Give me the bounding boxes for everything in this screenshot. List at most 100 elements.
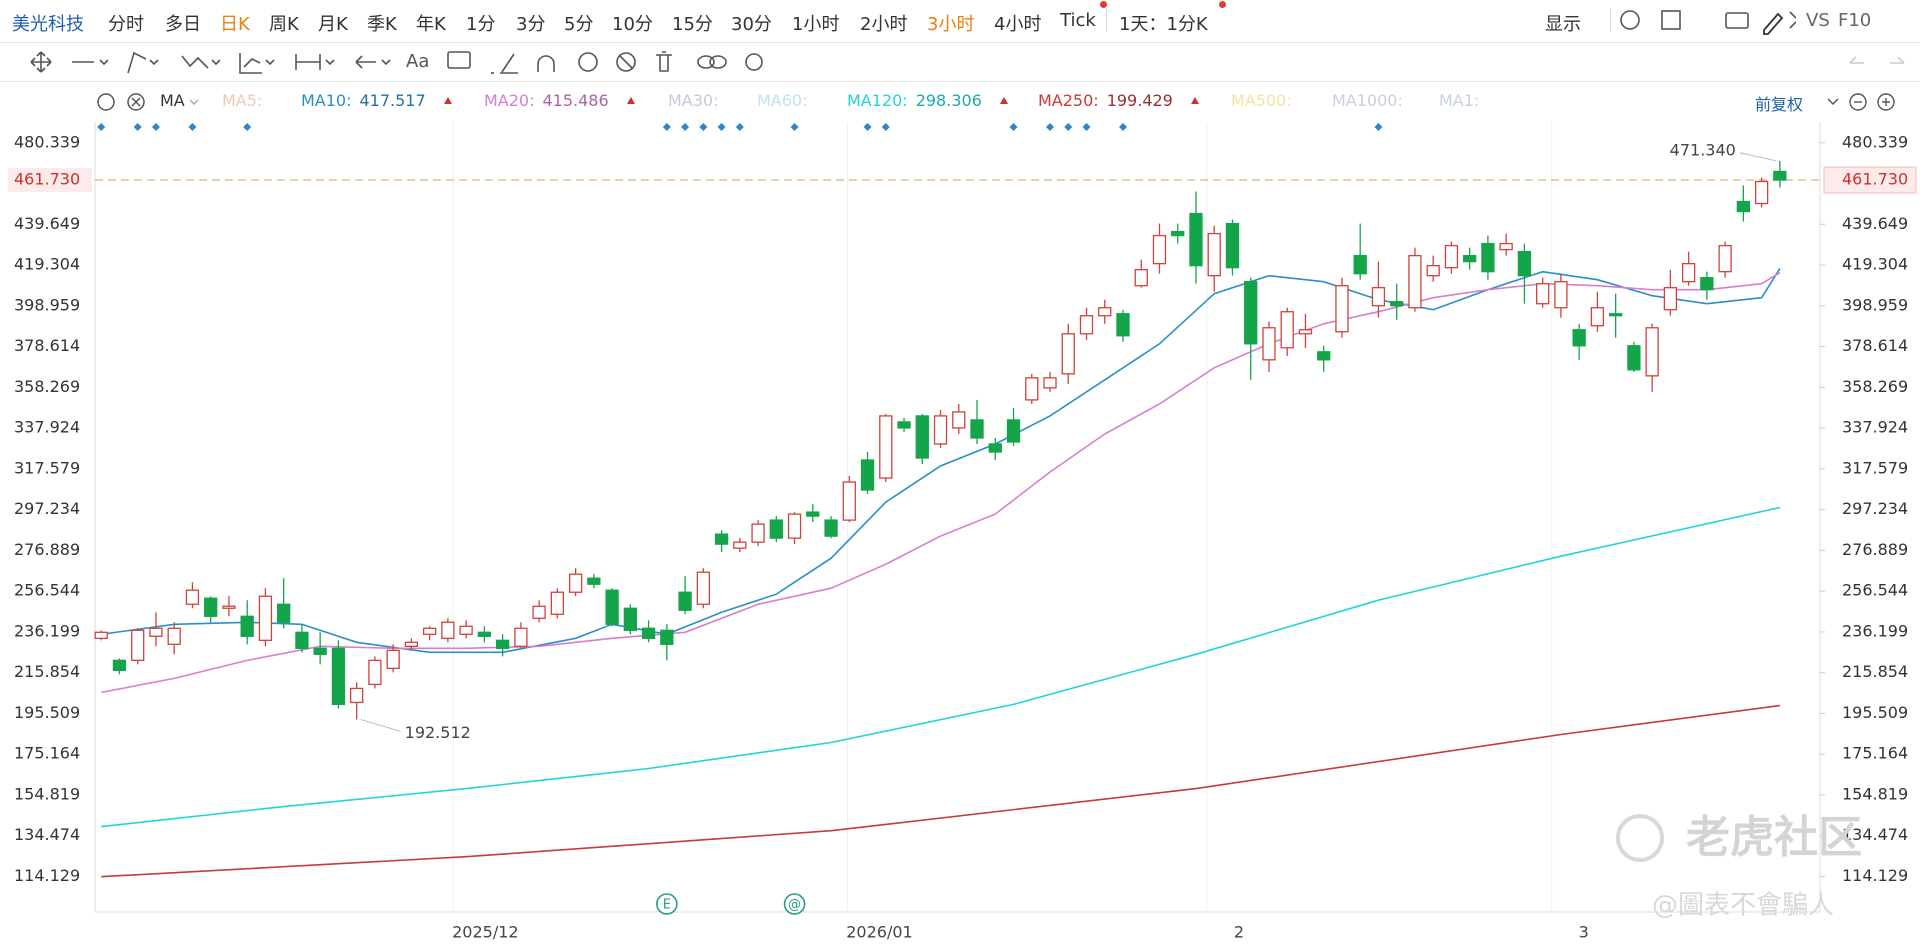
event-marker[interactable]	[133, 123, 142, 131]
trend-tool[interactable]	[127, 51, 159, 74]
layout-icon[interactable]	[1661, 10, 1681, 30]
indicator-settings[interactable]	[97, 93, 115, 111]
redo[interactable]	[1890, 56, 1905, 64]
legend-entry[interactable]: MA20: 415.486	[484, 91, 643, 110]
legend-name: MA5:	[222, 91, 263, 110]
event-marker[interactable]	[717, 123, 726, 131]
legend-entry[interactable]: MA1000:	[1332, 91, 1411, 110]
legend-entry[interactable]: MA10: 417.517	[301, 91, 460, 110]
fib-tool[interactable]	[239, 53, 275, 74]
legend-entry[interactable]: MA60:	[757, 91, 816, 110]
event-marker[interactable]	[881, 123, 890, 131]
event-marker[interactable]	[1374, 123, 1383, 131]
indicator-name[interactable]: MA	[160, 91, 185, 110]
period-tab[interactable]: 季K	[367, 14, 397, 35]
move-tool[interactable]	[30, 51, 52, 73]
event-icon[interactable]	[783, 893, 806, 915]
link-tool[interactable]	[697, 55, 727, 69]
candle-body	[1280, 311, 1294, 349]
period-tab[interactable]: 3小时	[927, 14, 975, 35]
candle-body	[1061, 333, 1075, 375]
indicator-close[interactable]	[127, 93, 145, 111]
candle-body	[532, 605, 546, 619]
event-marker[interactable]	[790, 123, 799, 131]
arrow-tool[interactable]	[355, 55, 391, 69]
event-marker[interactable]	[662, 123, 671, 131]
settings-icon[interactable]	[1620, 10, 1640, 30]
watermark-brand: 老虎社区	[1686, 812, 1862, 863]
measure-tool[interactable]	[295, 54, 335, 70]
period-tab[interactable]: Tick	[1060, 10, 1096, 31]
period-tab[interactable]: 分时	[108, 14, 144, 35]
zoom-in[interactable]	[1877, 93, 1895, 111]
legend-entry[interactable]: MA5:	[222, 91, 270, 110]
candle-body	[149, 627, 163, 637]
period-tab[interactable]: 1分	[466, 14, 496, 35]
note-tool[interactable]	[447, 51, 471, 69]
period-tab[interactable]: 3分	[516, 14, 546, 35]
event-marker[interactable]	[681, 123, 690, 131]
edit-icon[interactable]	[1763, 12, 1784, 35]
f10-button[interactable]: F10	[1838, 10, 1872, 31]
delete-tool[interactable]	[656, 51, 672, 72]
y-tick-label: 276.889	[1842, 540, 1908, 559]
event-marker[interactable]	[1082, 123, 1091, 131]
period-tab[interactable]: 1小时	[792, 14, 840, 35]
arc-tool[interactable]	[537, 55, 555, 72]
period-tab[interactable]: 5分	[564, 14, 594, 35]
period-tab[interactable]: 2小时	[860, 14, 908, 35]
period-tab[interactable]: 15分	[672, 14, 713, 35]
symbol[interactable]: 美光科技	[12, 14, 84, 35]
period-tab[interactable]: 日K	[220, 14, 250, 35]
period-tab[interactable]: 4小时	[994, 14, 1042, 35]
ma-line	[101, 268, 1781, 654]
event-marker[interactable]	[863, 123, 872, 131]
legend-entry[interactable]: MA500:	[1231, 91, 1300, 110]
text-tool[interactable]: Aa	[406, 51, 430, 72]
candle-body	[1554, 281, 1568, 309]
event-marker[interactable]	[1046, 123, 1055, 131]
display-menu[interactable]: 显示	[1545, 14, 1581, 35]
legend-entry[interactable]: MA1:	[1439, 91, 1487, 110]
candle-body	[94, 631, 108, 639]
undo[interactable]	[1849, 56, 1864, 64]
event-marker[interactable]	[735, 123, 744, 131]
legend-entry[interactable]: MA120: 298.306	[847, 91, 1016, 110]
event-marker[interactable]	[243, 123, 252, 131]
camera-icon[interactable]	[1725, 12, 1749, 29]
period-tab[interactable]: 多日	[165, 14, 201, 35]
event-icon[interactable]	[656, 893, 678, 915]
candle-body	[1189, 212, 1203, 267]
expand-icon[interactable]	[1789, 11, 1797, 29]
legend-entry[interactable]: MA30:	[668, 91, 727, 110]
line-tool[interactable]	[72, 59, 109, 66]
y-tick-label: 480.339	[1842, 132, 1908, 151]
pen-tool[interactable]	[500, 53, 518, 74]
vs-button[interactable]: VS	[1806, 10, 1830, 31]
event-marker[interactable]	[699, 123, 708, 131]
wave-tool[interactable]	[181, 55, 221, 69]
candle-body	[1207, 232, 1221, 277]
period-tab[interactable]: 周K	[269, 14, 299, 35]
period-tab[interactable]: 年K	[416, 14, 446, 35]
y-tick-label: 154.819	[14, 784, 80, 803]
candle-body	[1681, 263, 1696, 283]
magnet-tool[interactable]	[578, 52, 598, 72]
event-marker[interactable]	[97, 123, 106, 131]
collapse[interactable]	[1827, 98, 1839, 106]
legend-entry[interactable]: MA250: 199.429	[1038, 91, 1207, 110]
candle-body	[1025, 377, 1039, 401]
period-tab[interactable]: 1天：1分K	[1119, 14, 1208, 35]
zoom-out[interactable]	[1849, 93, 1867, 111]
period-tab[interactable]: 10分	[612, 14, 653, 35]
period-tab[interactable]: 月K	[318, 14, 348, 35]
event-marker[interactable]	[151, 123, 160, 131]
hide-tool[interactable]	[616, 52, 636, 72]
event-marker[interactable]	[1064, 123, 1073, 131]
event-marker[interactable]	[188, 123, 197, 131]
adjust-mode[interactable]: 前复权	[1755, 95, 1804, 114]
event-marker[interactable]	[1118, 123, 1127, 131]
event-marker[interactable]	[1009, 123, 1018, 131]
period-tab[interactable]: 30分	[731, 14, 772, 35]
tool-settings[interactable]	[745, 53, 763, 71]
